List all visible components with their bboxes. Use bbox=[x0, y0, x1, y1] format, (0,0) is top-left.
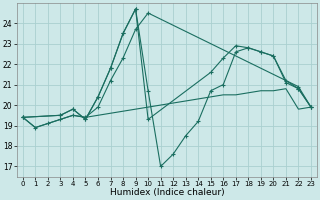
X-axis label: Humidex (Indice chaleur): Humidex (Indice chaleur) bbox=[109, 188, 224, 197]
